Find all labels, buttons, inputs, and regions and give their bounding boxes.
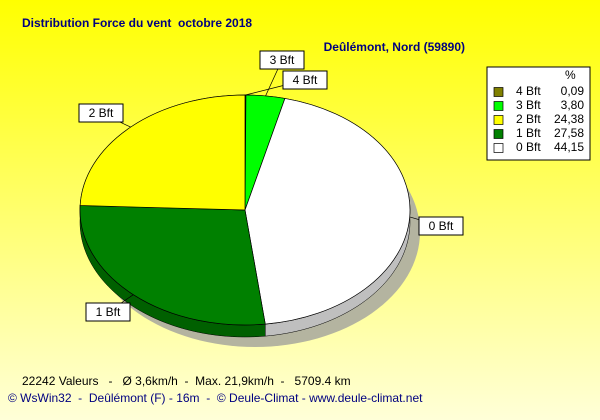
legend-label: 4 Bft [516, 84, 541, 98]
legend-value: 27,58 [554, 126, 584, 140]
slice [79, 94, 246, 211]
chart-subtitle: Deûlémont, Nord (59890) [324, 40, 465, 54]
legend-label: 0 Bft [516, 140, 541, 154]
legend-label: 2 Bft [516, 112, 541, 126]
footer: 22242 Valeurs - Ø 3,6km/h - Max. 21,9km/… [22, 374, 351, 388]
legend-label: 1 Bft [516, 126, 541, 140]
legend-swatch [493, 129, 504, 139]
chart-title: Distribution Force du vent octobre 2018 [22, 16, 252, 30]
legend-value: 24,38 [554, 112, 584, 126]
slice [244, 98, 411, 325]
label-box [259, 50, 305, 70]
legend-swatch [493, 87, 504, 97]
slice-label: 2 Bft [89, 106, 114, 120]
legend-swatch [493, 101, 504, 111]
legend-box [486, 66, 591, 161]
legend-swatch [493, 143, 504, 153]
slice [79, 205, 266, 326]
legend-value: 3,80 [561, 98, 585, 112]
legend-value: 44,15 [554, 140, 584, 154]
legend-label: 3 Bft [516, 98, 541, 112]
label-box [418, 216, 464, 236]
legend-value: 0,09 [561, 84, 585, 98]
slice-label: 1 Bft [96, 305, 121, 319]
credits: © WsWin32 - Deûlémont (F) - 16m - © Deul… [8, 391, 423, 405]
slice-label: 4 Bft [293, 73, 318, 87]
slice-label: 0 Bft [429, 219, 454, 233]
label-box [78, 103, 124, 123]
legend-swatch [493, 115, 504, 125]
label-box [85, 302, 131, 322]
slice-label: 3 Bft [270, 53, 295, 67]
label-box [282, 70, 328, 90]
legend-header: % [565, 68, 576, 82]
